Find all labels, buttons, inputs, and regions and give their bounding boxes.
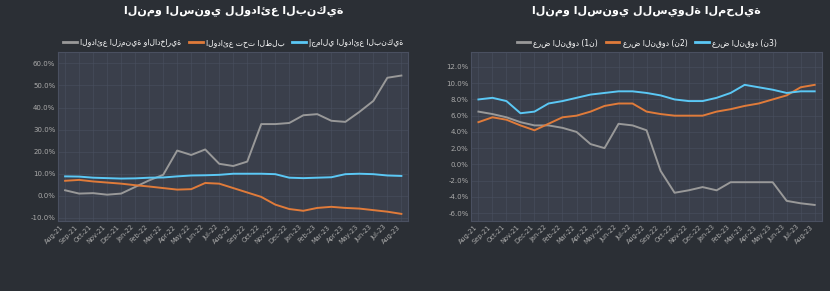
Legend: الودائع الزمنية والادخارية, الودائع تحت الطلب, إجمالي الودائع البنكية: الودائع الزمنية والادخارية, الودائع تحت … [63,38,403,47]
Title: النمو السنوي للسيولة المحلية: النمو السنوي للسيولة المحلية [532,6,761,16]
Title: النمو السنوي للودائع البنكية: النمو السنوي للودائع البنكية [124,6,343,16]
Legend: عرض النقود (1ن), عرض النقود (ن2), عرض النقود (ن3): عرض النقود (1ن), عرض النقود (ن2), عرض ال… [516,38,777,47]
